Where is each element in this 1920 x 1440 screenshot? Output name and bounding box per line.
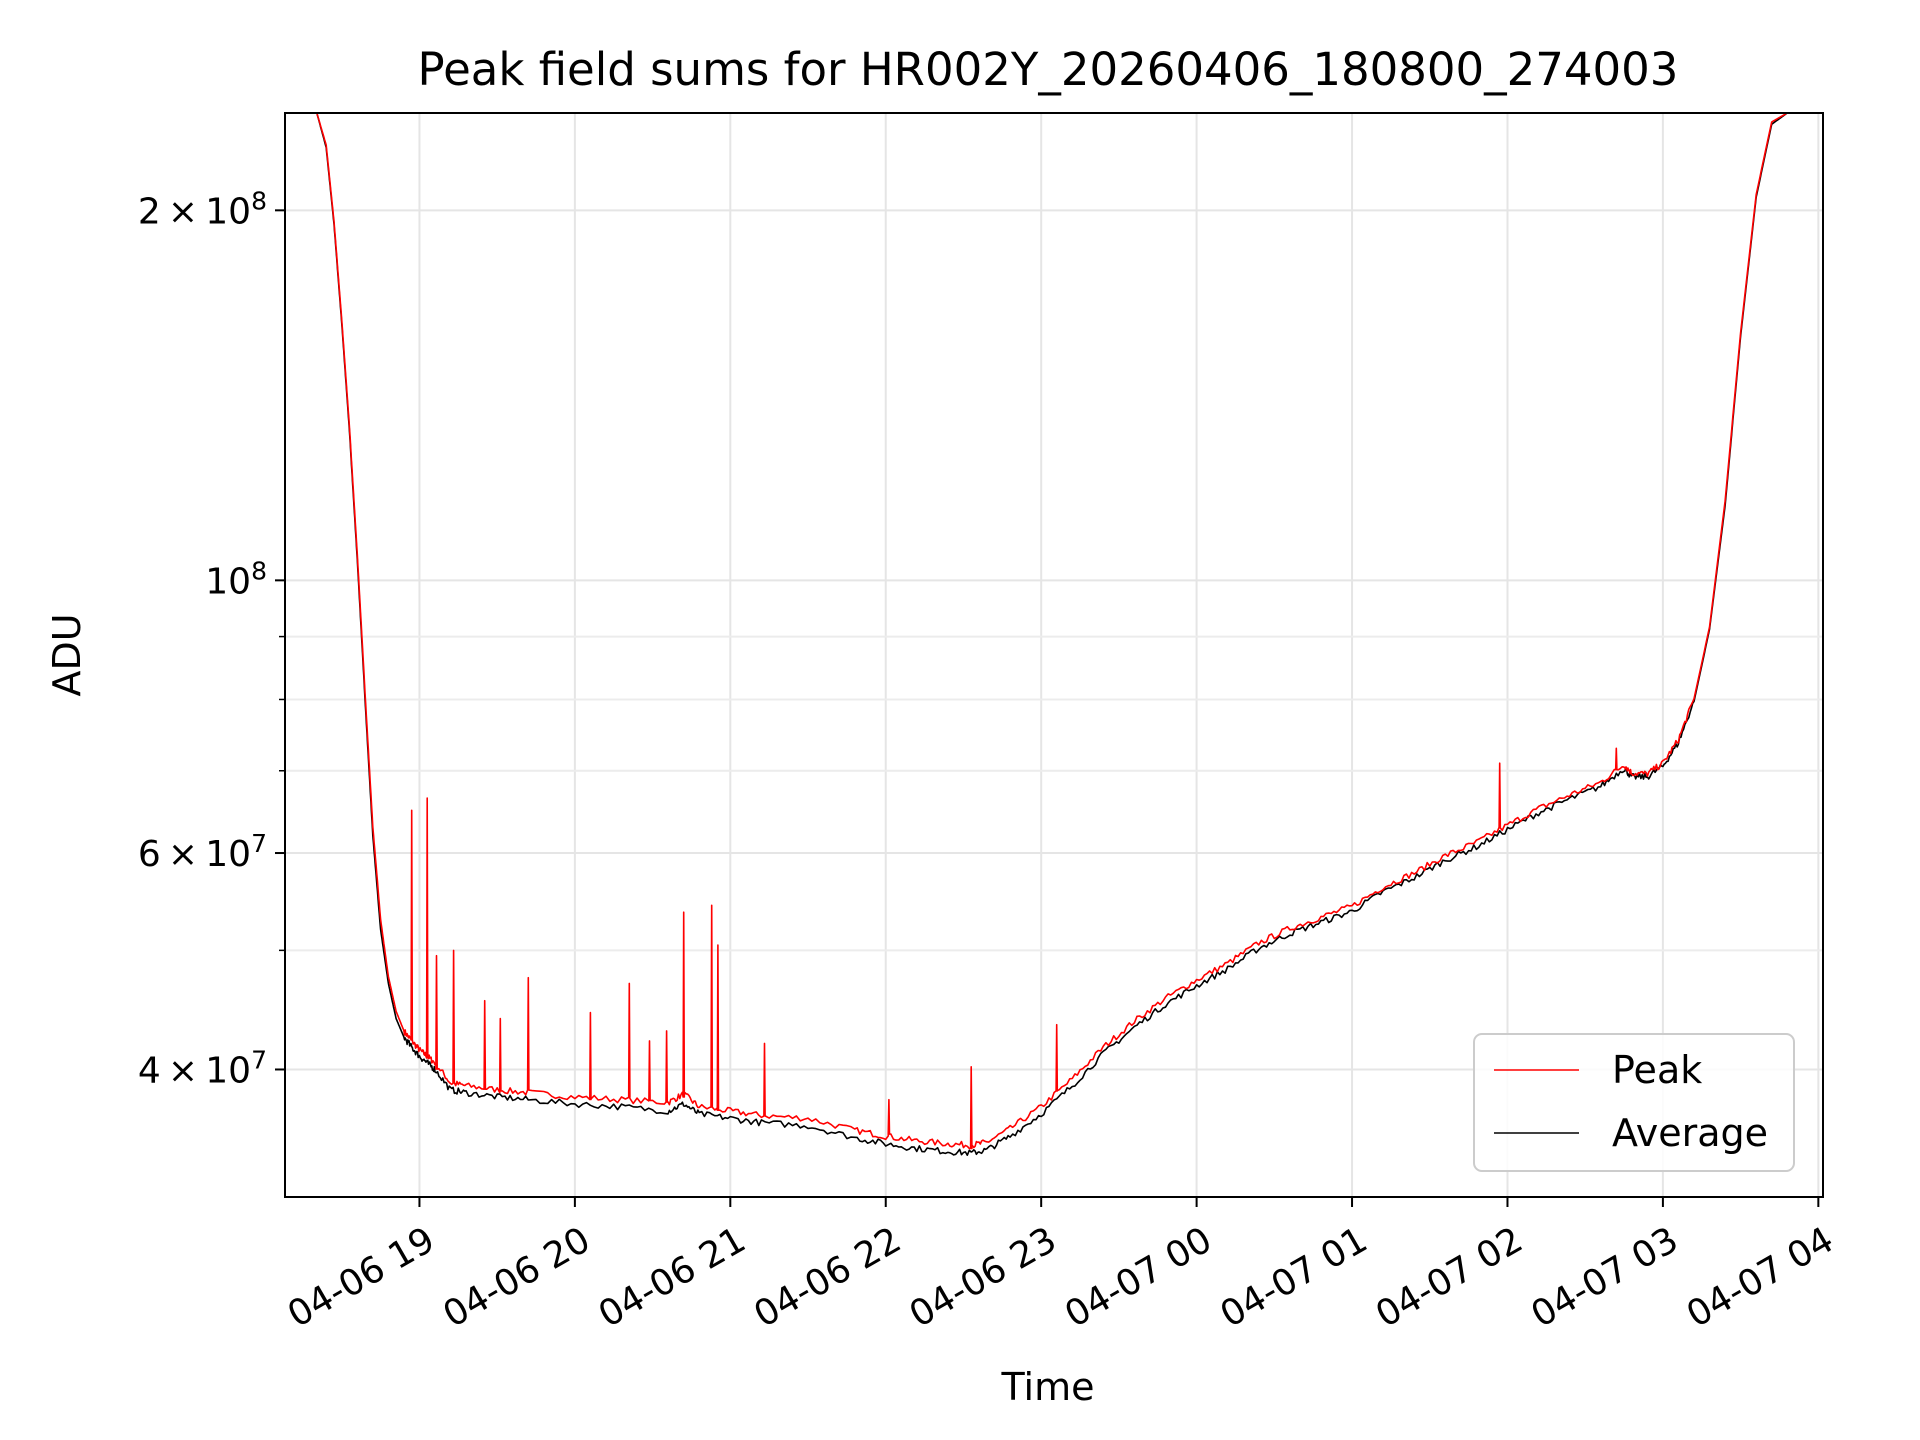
legend-box	[1473, 1033, 1795, 1172]
y-tick-label: 6 × 107	[138, 829, 267, 876]
x-axis-label: Time	[1001, 1365, 1095, 1409]
y-axis-label: ADU	[45, 613, 89, 696]
chart-title: Peak field sums for HR002Y_20260406_1808…	[418, 43, 1679, 96]
plot-frame	[284, 112, 1824, 1198]
average-line	[285, 112, 1823, 1156]
legend: Peak Average	[1473, 1033, 1795, 1172]
peak-series	[285, 112, 1823, 1150]
average-series	[285, 112, 1823, 1156]
peak-line	[285, 112, 1823, 1150]
legend-peak-label: Peak	[1612, 1048, 1702, 1092]
plot-area	[285, 112, 1823, 1156]
y-tick-label: 108	[205, 556, 267, 603]
axes	[284, 112, 1824, 1198]
y-tick-label: 4 × 107	[138, 1045, 267, 1092]
grid	[285, 113, 1823, 1197]
y-tick-label: 2 × 108	[138, 186, 267, 233]
legend-average-label: Average	[1612, 1111, 1768, 1155]
y-axis-ticks: 4 × 107 6 × 107 108 2 × 108	[138, 186, 285, 1092]
